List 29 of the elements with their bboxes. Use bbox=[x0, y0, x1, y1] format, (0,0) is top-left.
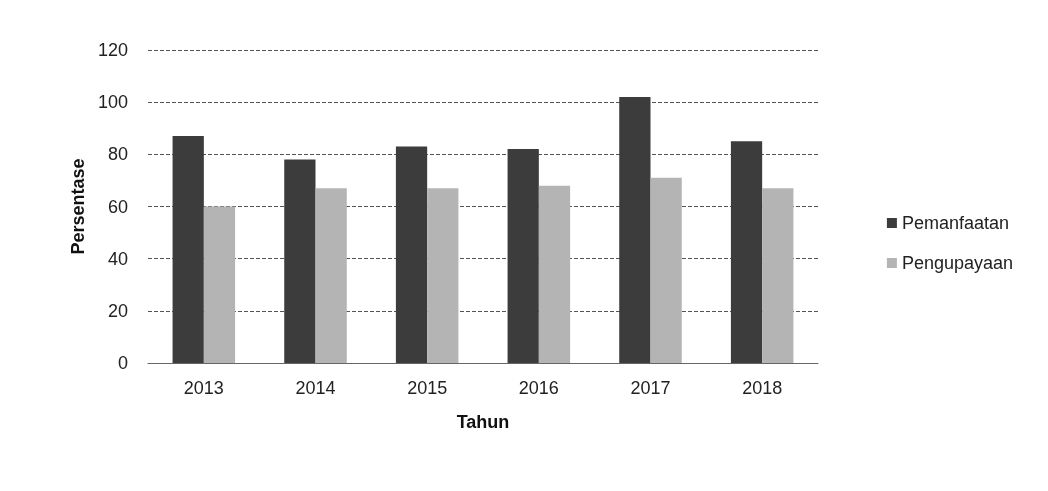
legend-label: Pengupayaan bbox=[901, 253, 1014, 273]
y-tick-label: 120 bbox=[97, 40, 128, 60]
x-tick-label: 2014 bbox=[295, 378, 336, 398]
bar bbox=[538, 185, 571, 363]
y-tick-label: 100 bbox=[97, 92, 128, 113]
x-tick-label: 2016 bbox=[518, 378, 559, 398]
x-tick-label: 2013 bbox=[183, 378, 224, 398]
y-axis-title: Persentase bbox=[68, 158, 89, 255]
x-axis-title: Tahun bbox=[456, 412, 510, 432]
bar bbox=[650, 177, 682, 363]
bar bbox=[172, 136, 204, 363]
bar bbox=[427, 188, 459, 363]
bar bbox=[619, 96, 651, 363]
bar bbox=[203, 206, 236, 363]
bar bbox=[730, 141, 763, 363]
bar bbox=[762, 188, 794, 363]
bar bbox=[284, 159, 316, 363]
bar bbox=[315, 188, 347, 363]
y-tick-label: 40 bbox=[107, 248, 128, 269]
x-tick-label: 2018 bbox=[742, 378, 783, 398]
bar bbox=[507, 149, 539, 363]
x-tick-label: 2017 bbox=[630, 378, 671, 398]
x-tick-label: 2015 bbox=[407, 378, 448, 398]
legend-label: Pemanfaatan bbox=[901, 213, 1009, 233]
y-tick-label: 0 bbox=[117, 353, 128, 373]
y-tick-label: 60 bbox=[107, 196, 128, 217]
y-tick-label: 20 bbox=[107, 300, 128, 321]
bar bbox=[395, 146, 428, 363]
y-tick-label: 80 bbox=[107, 144, 128, 165]
